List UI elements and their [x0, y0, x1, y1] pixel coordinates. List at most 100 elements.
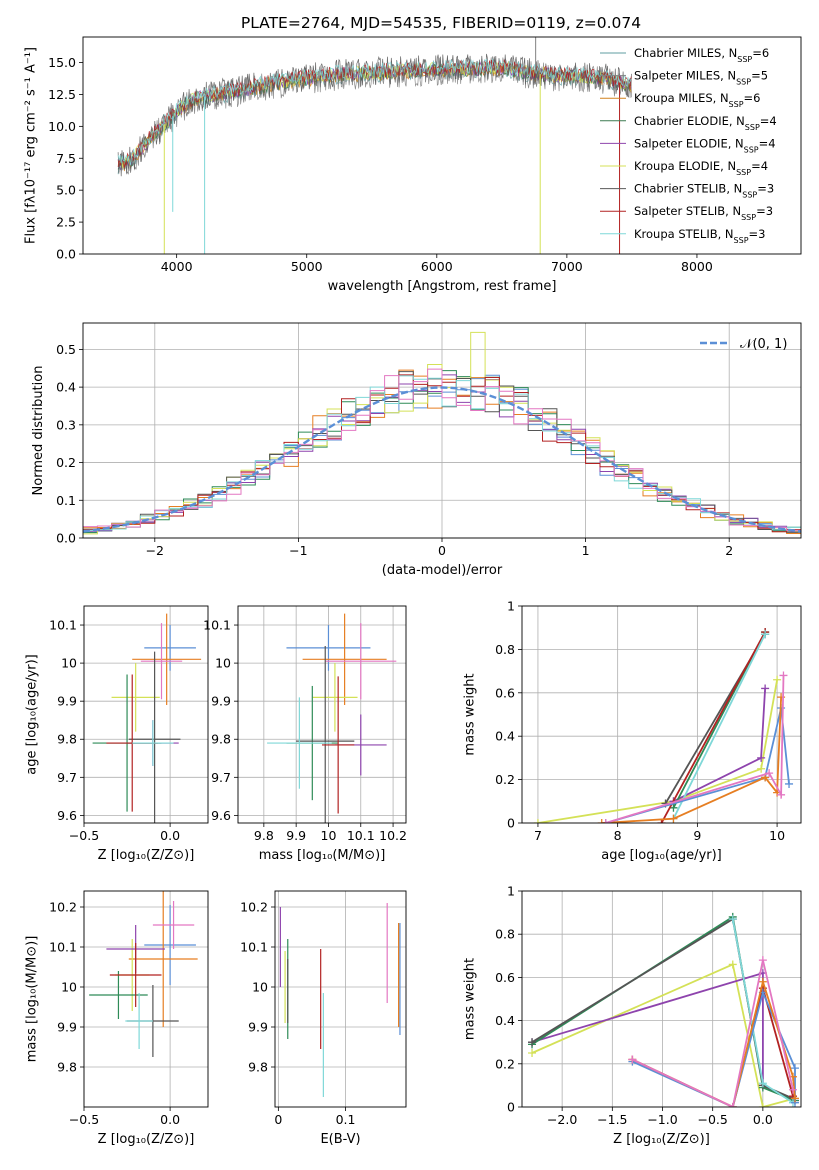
spectrum-line — [117, 53, 632, 177]
errorbar-point — [322, 676, 355, 814]
errorbar-point — [128, 891, 198, 1027]
y-tick-label: 0.0 — [56, 247, 76, 262]
y-tick-label: 10 — [252, 980, 268, 995]
x-tick-label: 0 — [438, 543, 446, 558]
y-tick-label: 9.7 — [57, 770, 77, 785]
plus-marker — [790, 1094, 799, 1103]
legend-entry: Salpeter MILES, NSSP=5 — [634, 69, 768, 87]
y-tick-label: 10.1 — [49, 618, 77, 633]
errorbar-point — [286, 625, 371, 671]
axes-frame — [521, 890, 802, 1108]
y-tick-label: 9.6 — [57, 808, 77, 823]
axes-frame — [521, 605, 802, 824]
weight-line — [605, 707, 790, 823]
errorbar-point — [132, 720, 174, 766]
x-tick-label: 0.0 — [160, 1112, 180, 1127]
y-tick-label: 0 — [507, 816, 515, 831]
normal-curve — [83, 386, 801, 533]
x-tick-label: −1.5 — [597, 1112, 627, 1127]
plus-marker — [528, 1049, 537, 1057]
plus-marker — [773, 675, 782, 684]
y-tick-label: 1 — [507, 599, 515, 614]
y-tick-label: 9.9 — [248, 1020, 268, 1035]
plus-marker — [758, 956, 767, 965]
y-tick-label: 0.6 — [495, 685, 515, 700]
y-tick-label: 10.2 — [49, 900, 77, 915]
y-tick-label: 0 — [507, 1100, 515, 1115]
plus-marker — [597, 819, 606, 823]
y-tick-label: 0.2 — [495, 772, 515, 787]
plus-marker — [777, 790, 786, 799]
plus-marker — [728, 915, 737, 924]
plus-marker — [533, 819, 542, 823]
x-axis-label: age [log₁₀(age/yr)] — [601, 848, 722, 863]
y-tick-label: 0.6 — [495, 970, 515, 985]
axes-frame — [82, 36, 802, 255]
y-tick-label: 7.5 — [56, 151, 76, 166]
y-tick-label: 0.8 — [495, 927, 515, 942]
chart-mass-vs-Z: −0.5 0.0 9.8 9.9 10 10.1 10.2 Z [log₁₀(Z/Z⊙)] ma… — [25, 890, 209, 1147]
x-axis-label: wavelength [Angstrom, rest frame] — [328, 279, 557, 294]
x-tick-label: 8 — [614, 828, 622, 843]
y-tick-label: 9.8 — [248, 1060, 268, 1075]
plus-marker — [788, 1085, 797, 1094]
x-tick-label: −0.5 — [69, 828, 99, 843]
x-tick-label: 0 — [274, 1112, 282, 1127]
plot-area — [279, 903, 401, 1097]
errorbar-point — [144, 625, 196, 671]
chart-mass-vs-EBV: 0 0.1 9.8 9.9 10 10.1 10.2 E(B-V) — [240, 890, 407, 1147]
plus-marker — [728, 960, 737, 969]
plot-area — [83, 331, 801, 535]
plus-marker — [601, 819, 610, 823]
errorbar-point — [111, 663, 160, 732]
y-tick-label: 1 — [507, 884, 515, 899]
weight-line — [537, 679, 778, 823]
plot-area — [267, 613, 397, 823]
errorbar-point — [302, 613, 387, 705]
y-tick-label: 0.8 — [495, 642, 515, 657]
errorbar-point — [109, 943, 162, 1007]
plus-marker — [765, 769, 774, 778]
axes-frame — [274, 890, 407, 1108]
legend-entry: Chabrier STELIB, NSSP=3 — [634, 182, 774, 200]
y-tick-label: 12.5 — [48, 87, 76, 102]
y-axis-label: Flux [fλ10⁻¹⁷ erg cm⁻² s⁻¹ A⁻¹] — [24, 47, 39, 244]
weight-line — [660, 631, 766, 823]
errorbar-point — [312, 663, 358, 732]
errorbar-point — [128, 651, 181, 823]
legend: 𝒩(0, 1) — [700, 337, 787, 352]
x-axis-label: Z [log₁₀(Z/Z⊙)] — [98, 848, 195, 863]
y-axis-label: mass weight — [463, 673, 478, 755]
y-tick-label: 10 — [215, 656, 231, 671]
x-tick-label: 4000 — [161, 259, 193, 274]
x-tick-label: −0.5 — [698, 1112, 728, 1127]
plus-marker — [669, 803, 678, 812]
y-tick-label: 9.8 — [57, 1060, 77, 1075]
plus-marker — [528, 1038, 537, 1047]
y-tick-label: 10.2 — [240, 900, 268, 915]
y-tick-label: 9.9 — [57, 694, 77, 709]
y-tick-label: 5.0 — [56, 183, 76, 198]
plus-marker — [790, 1064, 799, 1073]
chart-age-vs-Z: −0.5 0.0 9.6 9.7 9.8 9.9 10 10.1 Z [log₁₀(Z/Z⊙)]… — [25, 605, 209, 863]
y-tick-label: 15.0 — [48, 55, 76, 70]
y-tick-label: 9.8 — [211, 732, 231, 747]
x-tick-label: 2 — [725, 543, 733, 558]
y-tick-label: 9.8 — [57, 732, 77, 747]
plus-marker — [628, 1055, 637, 1064]
x-tick-label: 6000 — [421, 259, 453, 274]
axes-frame — [83, 890, 209, 1108]
y-tick-label: 10.1 — [240, 940, 268, 955]
x-tick-label: 10 — [321, 828, 337, 843]
errorbar-point — [267, 697, 332, 789]
weight-line — [531, 963, 796, 1107]
plus-marker — [757, 764, 766, 773]
legend-entry: Chabrier ELODIE, NSSP=4 — [634, 114, 777, 132]
x-axis-label: mass [log₁₀(M/M⊙)] — [259, 848, 386, 863]
weight-line — [632, 959, 794, 1107]
errorbar-point — [325, 623, 397, 700]
x-tick-label: 0.0 — [753, 1112, 773, 1127]
plus-marker — [758, 1079, 767, 1088]
legend-entry: Chabrier MILES, NSSP=6 — [634, 46, 769, 64]
x-tick-label: 7 — [534, 828, 542, 843]
